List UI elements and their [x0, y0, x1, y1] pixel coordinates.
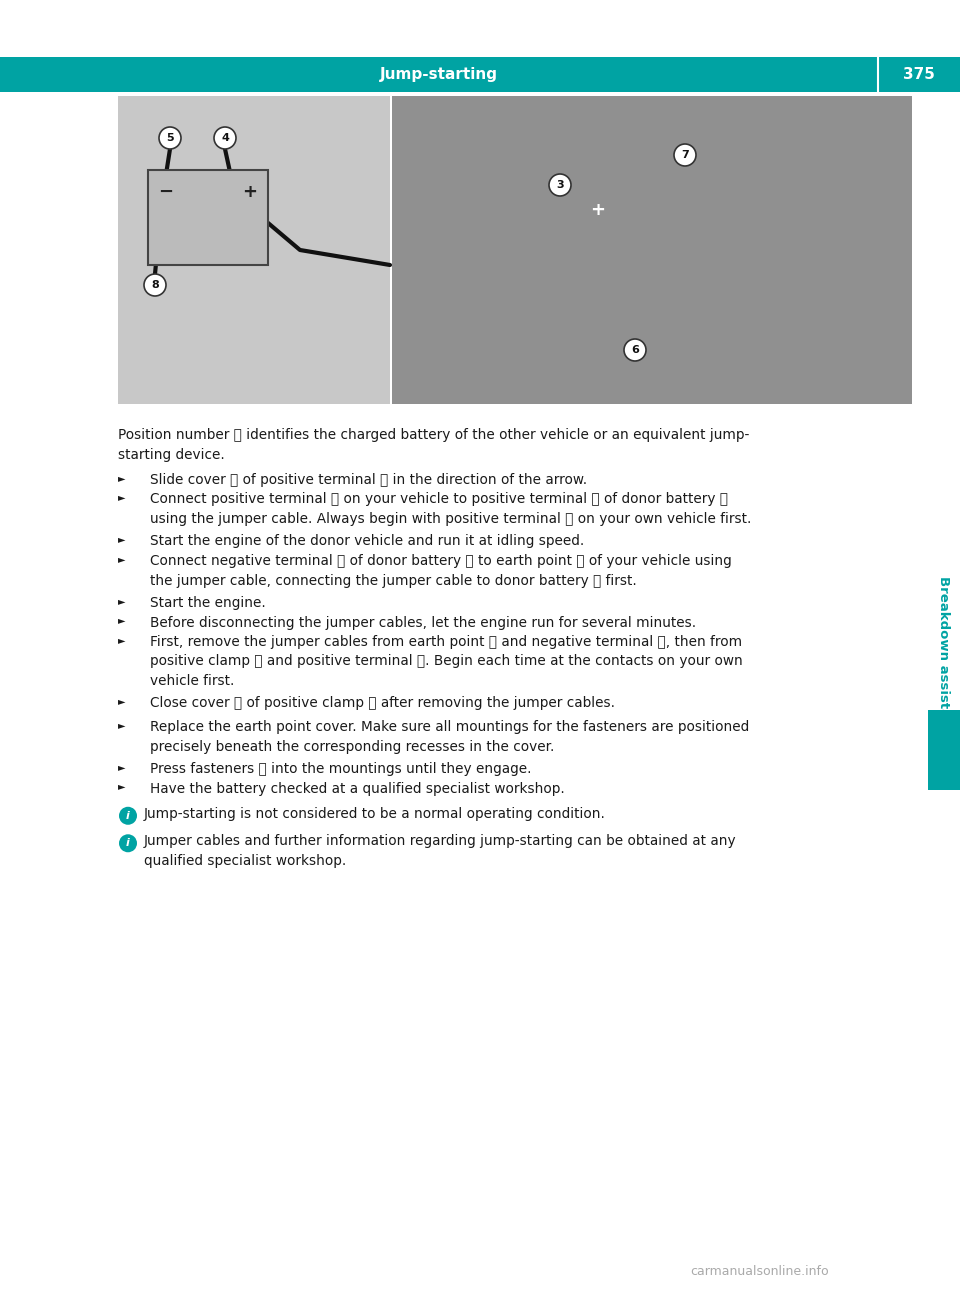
Circle shape: [674, 145, 696, 165]
Text: −: −: [158, 184, 174, 201]
Text: 7: 7: [682, 150, 689, 160]
Text: ►: ►: [118, 762, 126, 772]
Text: Connect positive terminal ⓢ on your vehicle to positive terminal ⓣ of donor batt: Connect positive terminal ⓢ on your vehi…: [150, 492, 728, 506]
Text: 8: 8: [151, 280, 158, 290]
Text: Jumper cables and further information regarding jump-starting can be obtained at: Jumper cables and further information re…: [144, 835, 736, 849]
Text: precisely beneath the corresponding recesses in the cover.: precisely beneath the corresponding rece…: [150, 740, 554, 754]
FancyBboxPatch shape: [148, 171, 268, 266]
Circle shape: [144, 273, 166, 296]
Text: ►: ►: [118, 635, 126, 644]
Text: ►: ►: [118, 492, 126, 503]
Text: Start the engine of the donor vehicle and run it at idling speed.: Start the engine of the donor vehicle an…: [150, 535, 585, 548]
Text: qualified specialist workshop.: qualified specialist workshop.: [144, 854, 347, 868]
Text: Press fasteners ⓠ into the mountings until they engage.: Press fasteners ⓠ into the mountings unt…: [150, 762, 532, 776]
Text: Before disconnecting the jumper cables, let the engine run for several minutes.: Before disconnecting the jumper cables, …: [150, 616, 696, 629]
Text: using the jumper cable. Always begin with positive terminal ⓢ on your own vehicl: using the jumper cable. Always begin wit…: [150, 512, 752, 526]
FancyBboxPatch shape: [0, 57, 878, 92]
Text: ►: ►: [118, 473, 126, 483]
Text: ►: ►: [118, 781, 126, 792]
FancyBboxPatch shape: [878, 57, 960, 92]
Text: +: +: [590, 201, 606, 219]
FancyBboxPatch shape: [392, 96, 912, 404]
Text: Close cover ⓦ of positive clamp ⓢ after removing the jumper cables.: Close cover ⓦ of positive clamp ⓢ after …: [150, 697, 615, 711]
Text: ►: ►: [118, 720, 126, 730]
Text: ►: ►: [118, 697, 126, 707]
Text: ►: ►: [118, 616, 126, 625]
Text: the jumper cable, connecting the jumper cable to donor battery ⓧ first.: the jumper cable, connecting the jumper …: [150, 573, 636, 587]
Text: 5: 5: [166, 133, 174, 143]
FancyBboxPatch shape: [928, 710, 960, 790]
Text: 4: 4: [221, 133, 228, 143]
Text: Jump-starting is not considered to be a normal operating condition.: Jump-starting is not considered to be a …: [144, 807, 606, 822]
Text: Jump-starting: Jump-starting: [380, 66, 498, 82]
Circle shape: [214, 128, 236, 148]
Text: Have the battery checked at a qualified specialist workshop.: Have the battery checked at a qualified …: [150, 781, 564, 796]
Text: First, remove the jumper cables from earth point ⓥ and negative terminal ⓤ, then: First, remove the jumper cables from ear…: [150, 635, 742, 648]
Text: Position number ⓧ identifies the charged battery of the other vehicle or an equi: Position number ⓧ identifies the charged…: [118, 428, 750, 441]
Circle shape: [624, 339, 646, 361]
Text: starting device.: starting device.: [118, 448, 225, 461]
Circle shape: [119, 807, 137, 824]
Text: Replace the earth point cover. Make sure all mountings for the fasteners are pos: Replace the earth point cover. Make sure…: [150, 720, 749, 734]
Text: 6: 6: [631, 345, 639, 355]
Text: i: i: [126, 811, 130, 820]
Text: ►: ►: [118, 596, 126, 605]
Text: 375: 375: [903, 66, 935, 82]
Text: Breakdown assistance: Breakdown assistance: [937, 577, 949, 743]
Text: Start the engine.: Start the engine.: [150, 596, 266, 611]
Text: Connect negative terminal ⓤ of donor battery ⓧ to earth point ⓥ of your vehicle : Connect negative terminal ⓤ of donor bat…: [150, 553, 732, 568]
Text: ►: ►: [118, 553, 126, 564]
Text: vehicle first.: vehicle first.: [150, 674, 234, 687]
Text: Slide cover ⓦ of positive terminal ⓢ in the direction of the arrow.: Slide cover ⓦ of positive terminal ⓢ in …: [150, 473, 588, 487]
Text: 3: 3: [556, 180, 564, 190]
Circle shape: [119, 835, 137, 853]
Text: positive clamp ⓢ and positive terminal ⓣ. Begin each time at the contacts on you: positive clamp ⓢ and positive terminal ⓣ…: [150, 655, 743, 668]
Circle shape: [549, 174, 571, 197]
Text: ►: ►: [118, 535, 126, 544]
FancyBboxPatch shape: [118, 96, 390, 404]
Text: +: +: [243, 184, 257, 201]
Circle shape: [159, 128, 181, 148]
Text: carmanualsonline.info: carmanualsonline.info: [690, 1266, 829, 1279]
Text: i: i: [126, 838, 130, 849]
